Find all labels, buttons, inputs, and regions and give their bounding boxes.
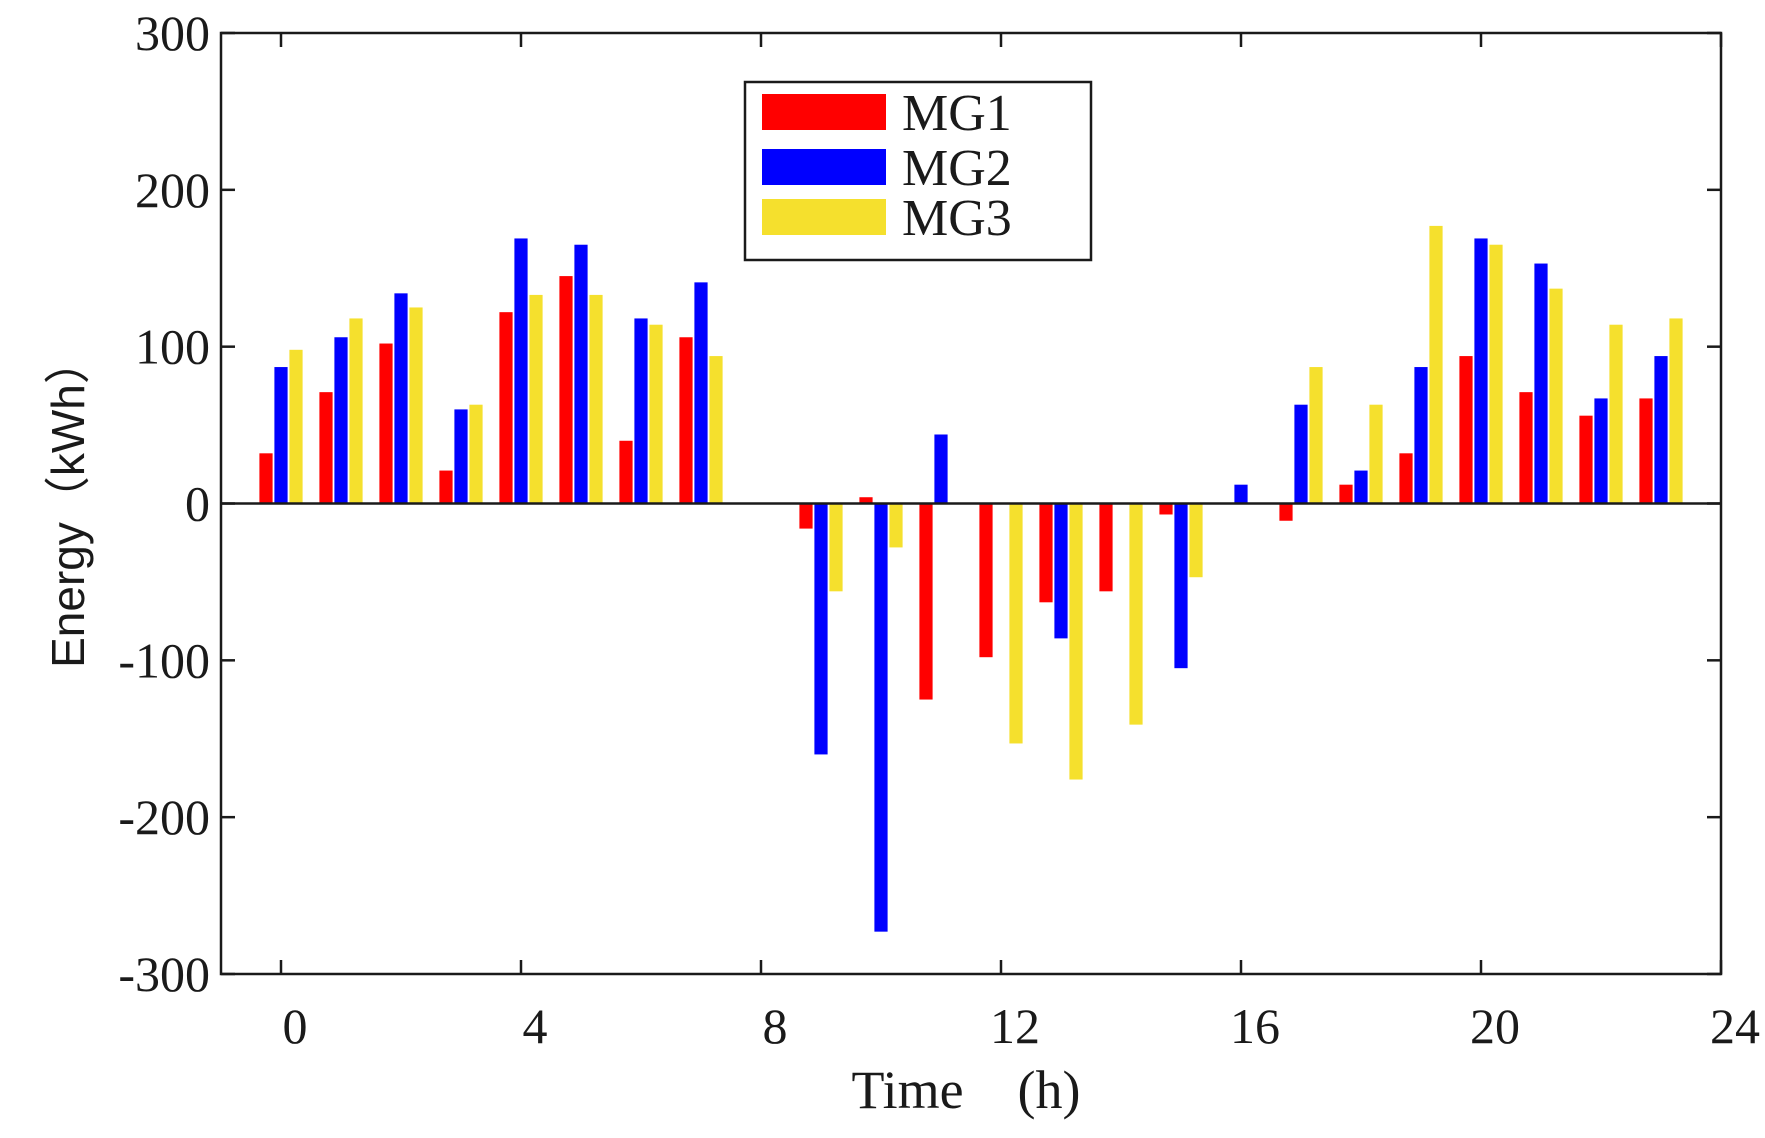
bar-mg2-t21	[1534, 263, 1548, 504]
bar-mg2-t2	[394, 293, 408, 504]
bar-mg3-t22	[1609, 324, 1623, 504]
bar-mg3-t18	[1369, 404, 1383, 504]
bar-mg3-t9	[829, 503, 843, 592]
legend-label-mg3: MG3	[902, 190, 1012, 247]
bar-mg1-t0	[259, 453, 273, 504]
x-tick-label: 20	[1470, 998, 1520, 1054]
bar-mg2-t5	[574, 244, 588, 504]
bar-mg1-t14	[1099, 503, 1113, 592]
x-tick-label: 0	[283, 998, 308, 1054]
y-tick-label: 300	[135, 5, 210, 61]
bar-mg2-t17	[1294, 404, 1308, 504]
x-tick-label: 8	[763, 998, 788, 1054]
legend-swatch-mg1	[762, 94, 886, 130]
ticks-group	[221, 31, 1723, 976]
bar-mg1-t7	[679, 337, 693, 504]
bar-mg2-t0	[274, 367, 288, 504]
bar-mg1-t20	[1459, 356, 1473, 504]
bar-mg2-t19	[1414, 367, 1428, 504]
bar-mg2-t23	[1654, 356, 1668, 504]
bars-group	[259, 225, 1683, 932]
y-tick-label: -100	[118, 632, 210, 688]
bar-mg3-t12	[1009, 503, 1023, 744]
bar-mg3-t10	[889, 503, 903, 548]
bar-mg3-t0	[289, 349, 303, 504]
y-tick-label: 100	[135, 319, 210, 375]
bar-mg1-t13	[1039, 503, 1053, 603]
bar-mg1-t1	[319, 392, 333, 504]
bar-mg3-t5	[589, 294, 603, 504]
y-tick-label: 200	[135, 162, 210, 218]
x-tick-label: 24	[1710, 998, 1760, 1054]
bar-mg3-t15	[1189, 503, 1203, 578]
bar-mg3-t14	[1129, 503, 1143, 725]
bar-mg2-t15	[1174, 503, 1188, 669]
y-axis-title: Energy（kWh）	[42, 338, 94, 668]
bar-mg2-t16	[1234, 484, 1248, 504]
x-tick-label: 4	[523, 998, 548, 1054]
y-tick-label: 0	[185, 476, 210, 532]
bar-mg1-t6	[619, 440, 633, 504]
bar-mg1-t2	[379, 343, 393, 504]
bar-mg3-t20	[1489, 244, 1503, 504]
bar-mg3-t7	[709, 356, 723, 504]
bar-mg1-t4	[499, 312, 513, 504]
y-tick-label: -200	[118, 789, 210, 845]
y-tick-labels: 300 200 100 0 -100 -200 -300	[118, 5, 210, 1002]
legend-label-mg1: MG1	[902, 85, 1012, 142]
bar-mg2-t7	[694, 282, 708, 504]
bar-mg2-t3	[454, 409, 468, 504]
bar-mg1-t21	[1519, 392, 1533, 504]
bar-mg2-t1	[334, 337, 348, 504]
bar-mg2-t20	[1474, 238, 1488, 504]
bar-mg1-t18	[1339, 484, 1353, 504]
bar-mg3-t23	[1669, 318, 1683, 504]
bar-mg3-t19	[1429, 225, 1443, 504]
legend-swatch-mg3	[762, 199, 886, 235]
bar-mg2-t18	[1354, 470, 1368, 504]
bar-mg3-t21	[1549, 288, 1563, 504]
bar-mg2-t22	[1594, 398, 1608, 504]
legend-label-mg2: MG2	[902, 140, 1012, 197]
bar-mg1-t15	[1159, 503, 1173, 515]
bar-mg1-t17	[1279, 503, 1293, 521]
bar-mg1-t23	[1639, 398, 1653, 504]
bar-mg1-t9	[799, 503, 813, 529]
bar-mg1-t12	[979, 503, 993, 658]
bar-mg3-t2	[409, 307, 423, 504]
y-tick-label: -300	[118, 946, 210, 1002]
legend-swatch-mg2	[762, 149, 886, 185]
x-axis-title: Time (h)	[851, 1060, 1080, 1120]
bar-mg3-t17	[1309, 367, 1323, 504]
bar-mg3-t4	[529, 294, 543, 504]
x-tick-label: 16	[1230, 998, 1280, 1054]
bar-mg3-t13	[1069, 503, 1083, 780]
bar-mg1-t22	[1579, 415, 1593, 504]
bar-mg2-t9	[814, 503, 828, 755]
bar-mg2-t11	[934, 434, 948, 504]
bar-mg1-t3	[439, 470, 453, 504]
bar-mg3-t3	[469, 404, 483, 504]
bar-mg2-t13	[1054, 503, 1068, 639]
x-tick-labels: 0 4 8 12 16 20 24	[283, 998, 1761, 1054]
bar-mg1-t11	[919, 503, 933, 700]
bar-mg3-t6	[649, 324, 663, 504]
bar-mg1-t10	[859, 497, 873, 504]
bar-mg2-t4	[514, 238, 528, 504]
x-tick-label: 12	[990, 998, 1040, 1054]
bar-mg3-t1	[349, 318, 363, 504]
bar-mg2-t10	[874, 503, 888, 932]
bar-mg1-t5	[559, 276, 573, 504]
bar-mg2-t6	[634, 318, 648, 504]
bar-mg1-t19	[1399, 453, 1413, 504]
